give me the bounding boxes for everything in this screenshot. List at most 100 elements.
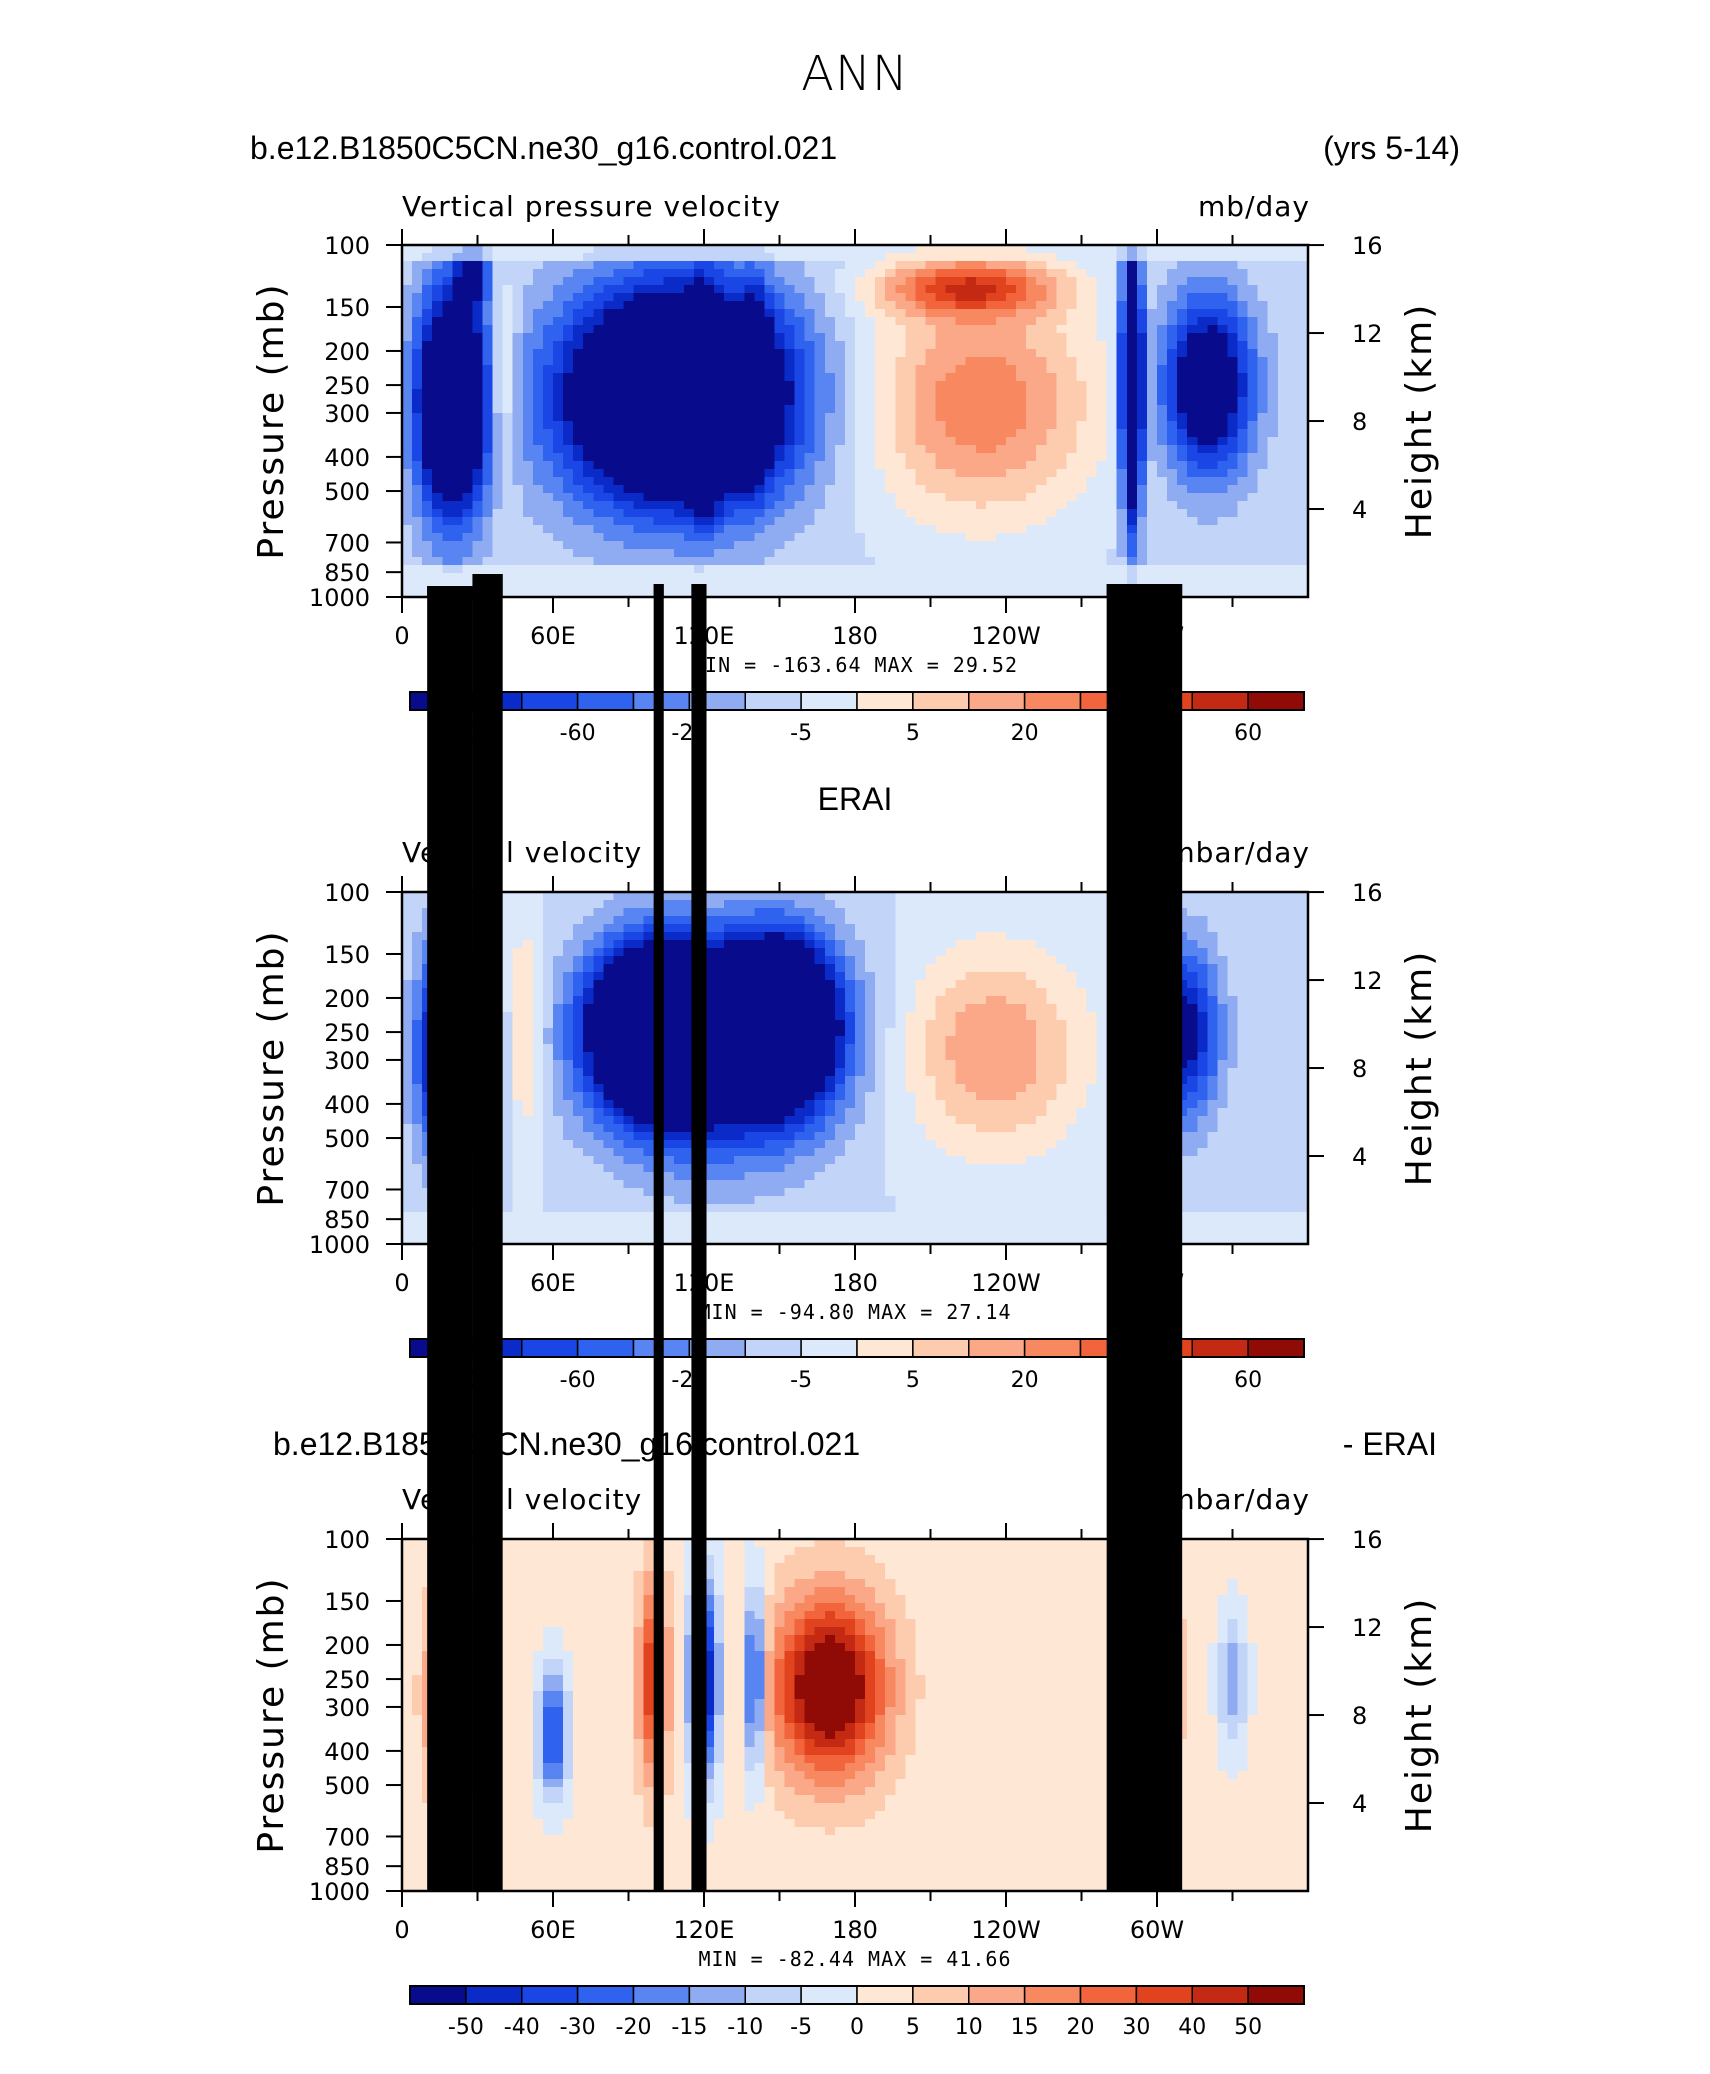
field-cell <box>844 397 856 406</box>
field-cell <box>935 325 947 334</box>
field-cell <box>1177 357 1188 366</box>
field-cell <box>492 245 504 254</box>
field-cell <box>512 1068 524 1077</box>
field-cell <box>542 349 554 358</box>
field-cell <box>432 477 443 486</box>
field-cell <box>643 269 655 278</box>
field-cell <box>885 293 896 302</box>
field-cell <box>824 557 836 566</box>
field-cell <box>412 980 423 989</box>
field-cell <box>1257 573 1269 582</box>
field-cell <box>945 405 957 414</box>
field-cell <box>945 453 957 462</box>
field-cell <box>1076 285 1088 294</box>
field-cell <box>1146 557 1158 566</box>
field-cell <box>1217 357 1229 366</box>
field-cell <box>754 573 765 582</box>
field-cell <box>653 437 665 446</box>
field-cell <box>583 589 594 598</box>
field-cell <box>1227 541 1239 550</box>
field-cell <box>834 477 846 486</box>
field-cell <box>1036 261 1047 270</box>
field-cell <box>522 549 534 558</box>
field-cell <box>522 1212 534 1221</box>
field-cell <box>603 1100 614 1109</box>
field-cell <box>1096 389 1108 398</box>
field-cell <box>472 253 484 262</box>
field-cell <box>1267 533 1279 542</box>
field-cell <box>1237 389 1249 398</box>
field-cell <box>865 341 876 350</box>
field-cell <box>804 581 816 590</box>
field-cell <box>583 1132 594 1141</box>
field-cell <box>573 900 584 909</box>
field-cell <box>895 333 906 342</box>
field-cell <box>593 453 604 462</box>
field-cell <box>593 964 604 973</box>
field-cell <box>794 453 806 462</box>
field-cell <box>1247 565 1259 574</box>
field-cell <box>593 269 604 278</box>
field-cell <box>553 461 564 470</box>
field-cell <box>412 317 423 326</box>
field-cell <box>1116 557 1128 566</box>
field-cell <box>774 349 786 358</box>
field-cell <box>462 549 474 558</box>
field-cell <box>1247 589 1259 598</box>
field-cell <box>1126 477 1138 486</box>
field-cell <box>613 533 625 542</box>
field-cell <box>1126 557 1138 566</box>
field-cell <box>1207 349 1218 358</box>
field-cell <box>522 1068 534 1077</box>
field-cell <box>553 245 564 254</box>
field-cell <box>472 245 484 254</box>
field-cell <box>1157 437 1168 446</box>
field-cell <box>573 1068 584 1077</box>
field-cell <box>1237 589 1249 598</box>
field-cell <box>1187 549 1198 558</box>
field-cell <box>844 253 856 262</box>
field-cell <box>1237 261 1249 270</box>
field-cell <box>985 317 997 326</box>
field-cell <box>643 445 655 454</box>
field-cell <box>542 1012 554 1021</box>
field-cell <box>744 349 755 358</box>
field-cell <box>683 261 695 270</box>
field-cell <box>482 389 494 398</box>
field-cell <box>563 900 574 909</box>
field-cell <box>1096 293 1108 302</box>
field-cell <box>1086 341 1098 350</box>
field-cell <box>502 1052 514 1061</box>
field-cell <box>955 341 967 350</box>
field-cell <box>1116 565 1128 574</box>
field-cell <box>402 1156 413 1165</box>
field-cell <box>885 301 896 310</box>
field-cell <box>754 445 765 454</box>
field-cell <box>1227 429 1239 438</box>
field-cell <box>603 333 614 342</box>
field-cell <box>764 549 776 558</box>
field-cell <box>1016 341 1027 350</box>
field-cell <box>553 924 564 933</box>
field-cell <box>1157 541 1168 550</box>
field-cell <box>945 501 957 510</box>
field-cell <box>925 493 937 502</box>
field-cell <box>1267 277 1279 286</box>
field-cell <box>452 485 463 494</box>
field-cell <box>734 533 745 542</box>
field-cell <box>774 477 786 486</box>
field-cell <box>482 349 494 358</box>
field-cell <box>402 1092 413 1101</box>
field-cell <box>563 1164 574 1173</box>
field-cell <box>754 349 765 358</box>
field-cell <box>865 389 876 398</box>
field-cell <box>482 317 494 326</box>
field-cell <box>532 469 544 478</box>
field-cell <box>583 1092 594 1101</box>
field-cell <box>1086 501 1098 510</box>
field-cell <box>502 924 514 933</box>
field-cell <box>603 996 614 1005</box>
field-cell <box>432 421 443 430</box>
field-cell <box>553 429 564 438</box>
field-cell <box>472 301 484 310</box>
